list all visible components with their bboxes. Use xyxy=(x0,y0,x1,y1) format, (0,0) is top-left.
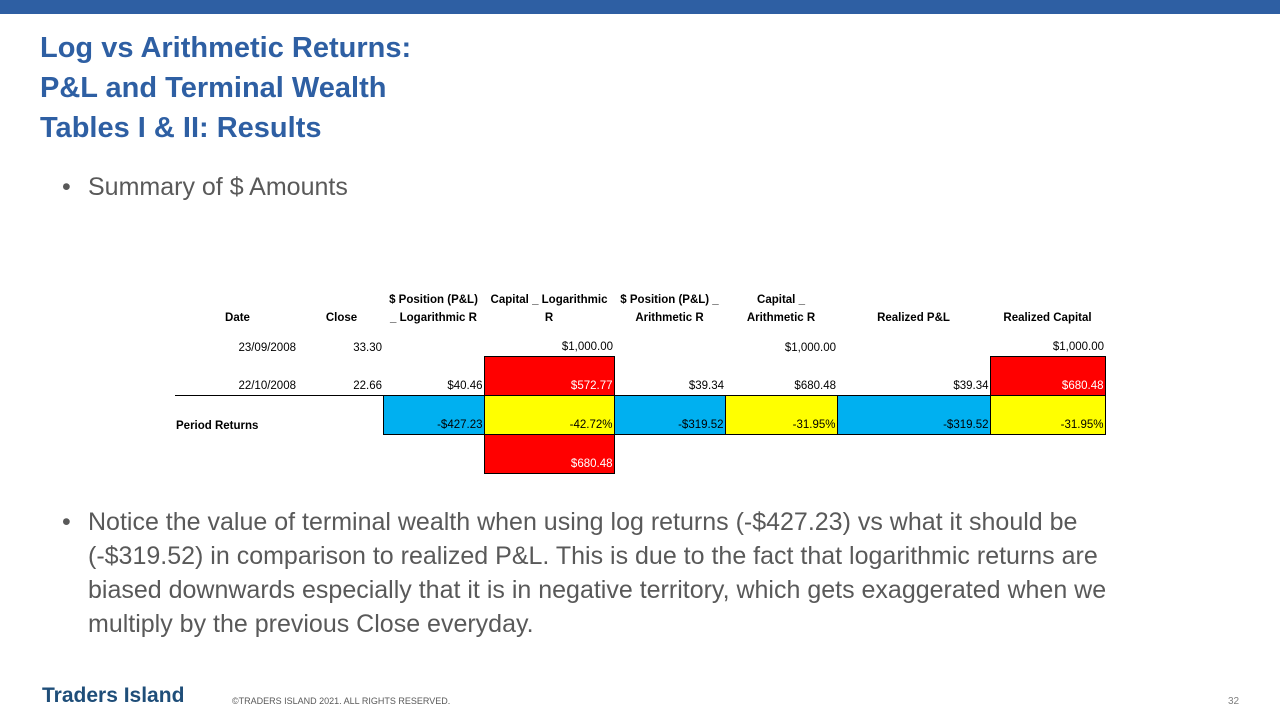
bullet-text: Summary of $ Amounts xyxy=(88,173,348,201)
cell xyxy=(837,435,990,474)
cell xyxy=(990,435,1105,474)
row: 22/10/2008 22.66 $40.46 $572.77 $39.34 $… xyxy=(175,356,1106,396)
cell: $1,000.00 xyxy=(561,341,613,353)
cell: -31.95% xyxy=(989,395,1106,435)
header-cell: $ Position (P&L) _ Arithmetic R xyxy=(614,282,725,330)
cell: -$319.52 xyxy=(836,395,991,435)
cell: Period Returns xyxy=(176,419,259,432)
results-table: Date Close $ Position (P&L) _ Logarithmic… xyxy=(175,282,1106,474)
header-cell: Date xyxy=(225,312,250,324)
cell: -$427.23 xyxy=(382,395,485,435)
title: Log vs Arithmetic Returns: P&L and Termi… xyxy=(40,28,411,148)
header-cell: Realized P&L xyxy=(877,312,950,324)
cell: $1,000.00 xyxy=(784,341,836,354)
row: 23/09/2008 33.30 $1,000.00 $1,000.00 $1,… xyxy=(175,330,1105,357)
cell xyxy=(383,330,484,357)
cell xyxy=(300,396,383,435)
cell: $680.48 xyxy=(794,380,836,392)
header-line: Arithmetic R xyxy=(635,312,704,324)
title-line: P&L and Terminal Wealth xyxy=(40,72,387,104)
header-line: $ Position (P&L) _ xyxy=(620,294,719,306)
cell: -42.72% xyxy=(483,395,615,435)
header-line: $ Position (P&L) xyxy=(389,294,478,306)
copyright: ©TRADERS ISLAND 2021. ALL RIGHTS RESERVE… xyxy=(232,696,451,706)
cell: 33.30 xyxy=(353,341,382,354)
cell xyxy=(300,435,383,474)
header-line: R xyxy=(544,312,554,324)
cell: $680.48 xyxy=(989,356,1106,396)
cell xyxy=(837,330,990,357)
cell xyxy=(175,435,300,474)
header-cell: Capital _ Logarithmic R xyxy=(484,282,614,330)
cell: 22.66 xyxy=(300,356,383,396)
cell: $39.34 xyxy=(688,380,724,392)
row: Period Returns -$427.23 -42.72% -$319.52… xyxy=(175,395,1106,435)
row: $680.48 xyxy=(175,434,1105,474)
cell: 22/10/2008 xyxy=(175,356,300,396)
cell: $39.34 xyxy=(953,380,989,392)
title-line: Tables I & II: Results xyxy=(40,112,322,144)
header-line: Capital _ xyxy=(757,294,805,306)
cell: 23/09/2008 xyxy=(238,341,296,354)
header-cell: Capital _ Arithmetic R xyxy=(725,282,837,330)
cell xyxy=(614,330,725,357)
page-number: 32 xyxy=(1228,696,1240,707)
header-line: _ Logarithmic R xyxy=(390,312,477,324)
cell xyxy=(383,435,484,474)
bullet-text: Notice the value of terminal wealth when… xyxy=(88,508,1107,638)
title-line: Log vs Arithmetic Returns: xyxy=(40,32,412,64)
header-cell: Realized Capital xyxy=(1003,312,1092,324)
cell: $40.46 xyxy=(447,380,483,392)
header-line: Capital _ Logarithmic xyxy=(490,294,608,306)
cell xyxy=(614,435,725,474)
cell: -$319.52 xyxy=(613,395,726,435)
top-bar xyxy=(0,0,1280,14)
header-row: Date Close $ Position (P&L) _ Logarithmic… xyxy=(175,282,1105,330)
cell xyxy=(725,435,837,474)
header-cell: $ Position (P&L) _ Logarithmic R xyxy=(383,282,484,330)
cell: $1,000.00 xyxy=(1052,341,1104,353)
cell: $680.48 xyxy=(483,434,615,474)
cell: -31.95% xyxy=(724,395,838,435)
header-cell: Close xyxy=(325,312,358,324)
logo: Traders Island xyxy=(42,684,185,707)
cell: $572.77 xyxy=(483,356,615,396)
header-line: Arithmetic R xyxy=(746,312,816,324)
